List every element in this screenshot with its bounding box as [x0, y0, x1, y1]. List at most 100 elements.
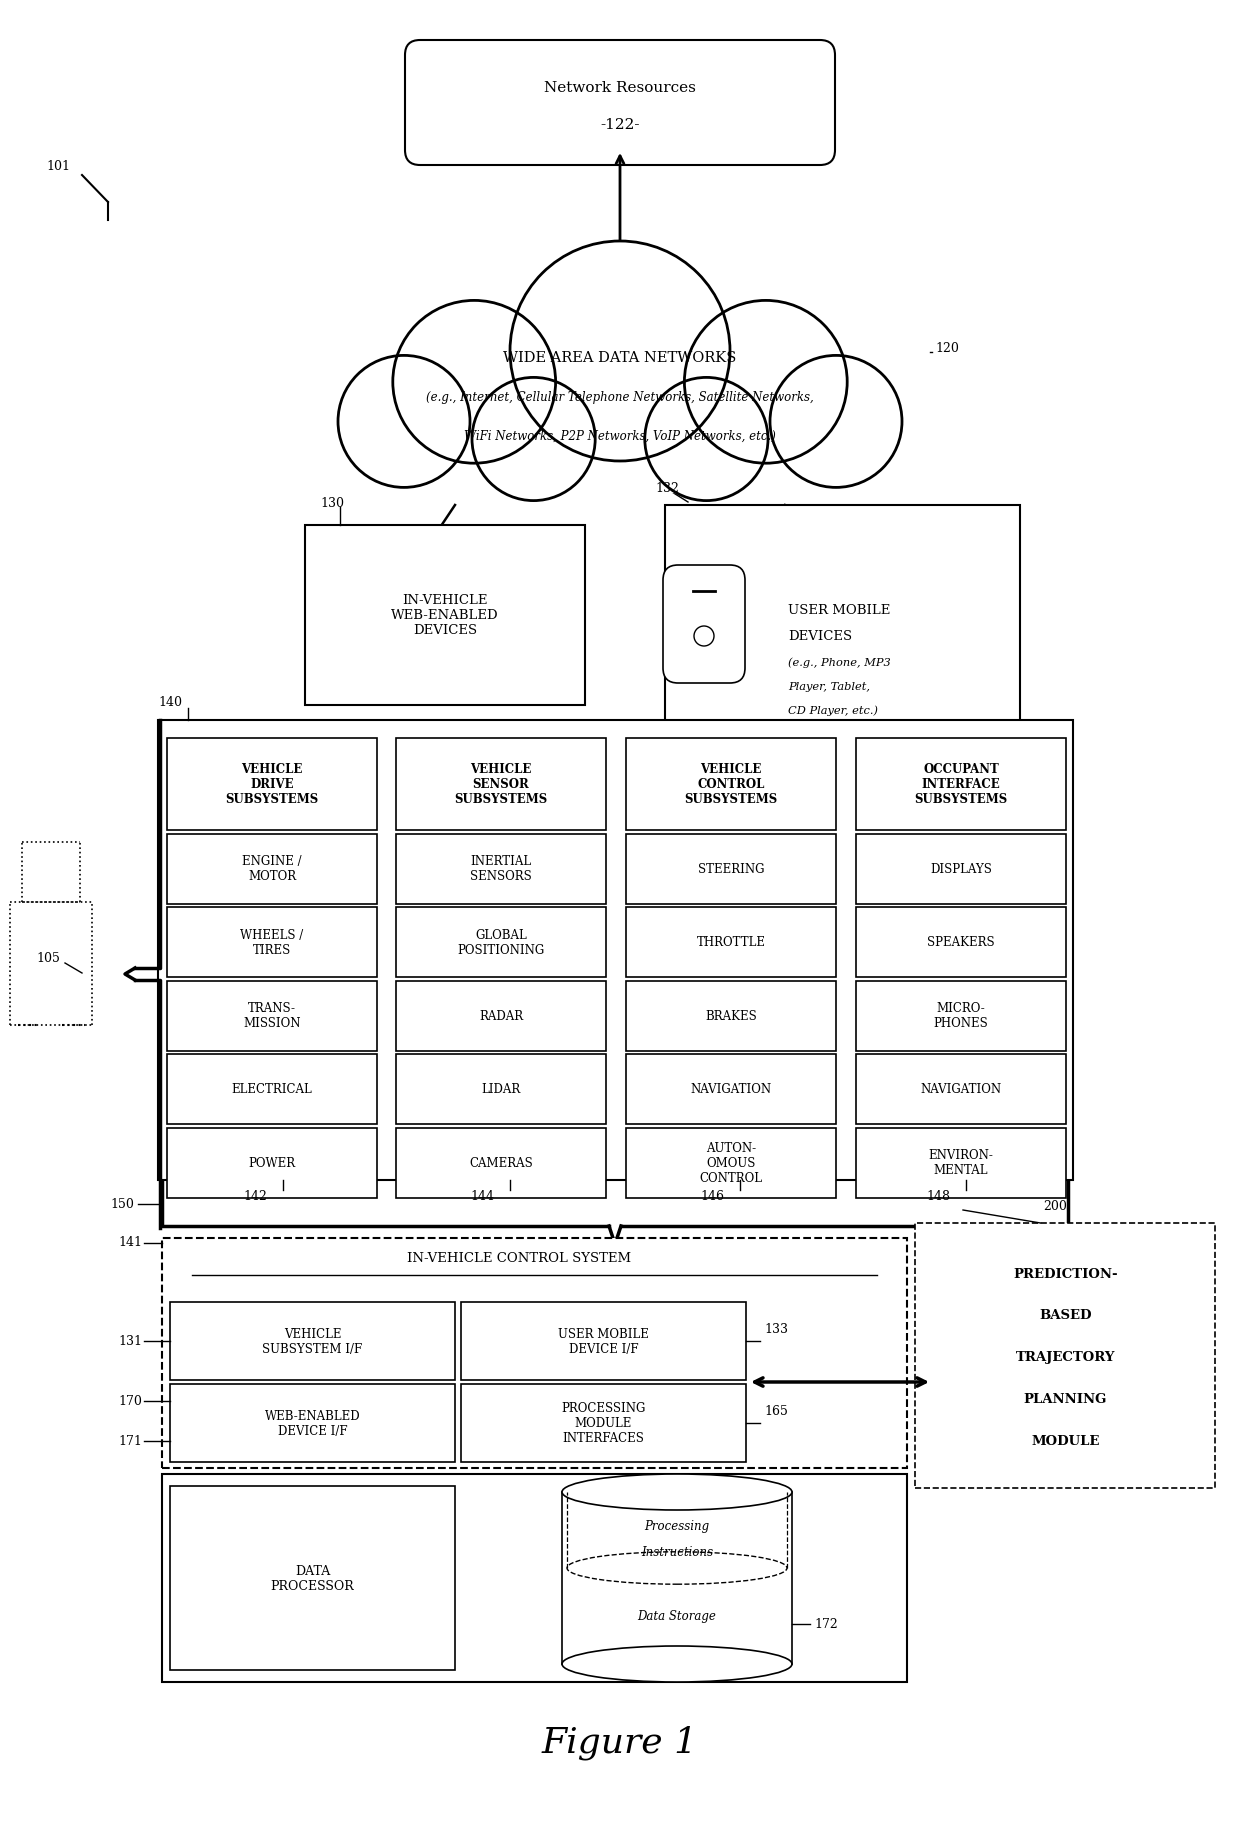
Text: WIDE AREA DATA NETWORKS: WIDE AREA DATA NETWORKS [503, 351, 737, 364]
Text: DISPLAYS: DISPLAYS [930, 862, 992, 875]
Text: WHEELS /
TIRES: WHEELS / TIRES [241, 928, 304, 957]
Text: BASED: BASED [1039, 1308, 1091, 1321]
Circle shape [339, 357, 470, 489]
Bar [167, 908, 377, 977]
Bar [562, 1491, 792, 1663]
Text: 105: 105 [36, 952, 60, 964]
Text: INERTIAL
SENSORS: INERTIAL SENSORS [470, 855, 532, 884]
Text: MODULE: MODULE [1032, 1435, 1100, 1448]
Text: 150: 150 [110, 1199, 134, 1211]
Text: IN-VEHICLE
WEB-ENABLED
DEVICES: IN-VEHICLE WEB-ENABLED DEVICES [391, 595, 498, 637]
Bar [396, 834, 606, 904]
Bar [937, 1235, 1193, 1475]
Bar [396, 1127, 606, 1199]
Text: THROTTLE: THROTTLE [697, 935, 765, 950]
Text: CAMERAS: CAMERAS [469, 1157, 533, 1169]
Text: POWER: POWER [248, 1157, 295, 1169]
Text: ELECTRICAL: ELECTRICAL [232, 1083, 312, 1096]
Circle shape [472, 379, 595, 501]
Text: VEHICLE
DRIVE
SUBSYSTEMS: VEHICLE DRIVE SUBSYSTEMS [226, 763, 319, 805]
Text: USER MOBILE
DEVICE I/F: USER MOBILE DEVICE I/F [558, 1327, 649, 1356]
Bar [167, 981, 377, 1050]
Text: 171: 171 [118, 1435, 143, 1448]
Bar [170, 1303, 455, 1380]
FancyBboxPatch shape [405, 40, 835, 167]
Text: WEB-ENABLED
DEVICE I/F: WEB-ENABLED DEVICE I/F [264, 1409, 361, 1437]
Bar [167, 1127, 377, 1199]
Text: Player, Tablet,: Player, Tablet, [787, 681, 870, 692]
Text: NAVIGATION: NAVIGATION [691, 1083, 771, 1096]
Text: DATA
PROCESSOR: DATA PROCESSOR [270, 1565, 355, 1592]
Text: 130: 130 [320, 498, 343, 511]
Text: TRANS-
MISSION: TRANS- MISSION [243, 1003, 301, 1030]
Bar [626, 739, 836, 831]
Text: Instructions: Instructions [641, 1546, 713, 1559]
Bar [162, 1239, 906, 1468]
Bar [665, 505, 1021, 727]
Circle shape [393, 302, 556, 465]
Bar [856, 739, 1066, 831]
Bar [626, 981, 836, 1050]
Bar [915, 1222, 1215, 1488]
Text: CD Player, etc.): CD Player, etc.) [787, 705, 878, 716]
Text: 142: 142 [243, 1190, 267, 1202]
Bar [626, 834, 836, 904]
Bar [157, 721, 1073, 1180]
Circle shape [770, 357, 901, 489]
Text: SPEAKERS: SPEAKERS [928, 935, 994, 950]
Ellipse shape [567, 1552, 787, 1585]
Text: 170: 170 [118, 1394, 143, 1407]
Text: 140: 140 [157, 695, 182, 708]
Text: ENVIRON-
MENTAL: ENVIRON- MENTAL [929, 1149, 993, 1177]
Bar [382, 339, 858, 492]
Text: RADAR: RADAR [479, 1010, 523, 1023]
Text: 200: 200 [1044, 1199, 1068, 1211]
Text: 120: 120 [935, 342, 959, 355]
Text: 172: 172 [813, 1618, 838, 1631]
Text: 165: 165 [764, 1405, 787, 1418]
Bar [856, 1054, 1066, 1124]
Bar [170, 1383, 455, 1462]
Ellipse shape [562, 1647, 792, 1682]
Text: LIDAR: LIDAR [481, 1083, 521, 1096]
Bar [856, 834, 1066, 904]
Bar [170, 1486, 455, 1671]
Text: 131: 131 [118, 1334, 143, 1347]
Text: -122-: -122- [600, 119, 640, 132]
Ellipse shape [562, 1475, 792, 1510]
Circle shape [510, 242, 730, 461]
Bar [626, 908, 836, 977]
Bar [396, 981, 606, 1050]
Text: BRAKES: BRAKES [706, 1010, 756, 1023]
Text: 148: 148 [926, 1190, 950, 1202]
Bar [626, 1127, 836, 1199]
Bar [162, 1475, 906, 1682]
Text: STEERING: STEERING [698, 862, 764, 875]
Text: ENGINE /
MOTOR: ENGINE / MOTOR [242, 855, 301, 884]
Text: VEHICLE
SUBSYSTEM I/F: VEHICLE SUBSYSTEM I/F [263, 1327, 362, 1356]
Bar [396, 1054, 606, 1124]
Circle shape [645, 379, 768, 501]
Text: OCCUPANT
INTERFACE
SUBSYSTEMS: OCCUPANT INTERFACE SUBSYSTEMS [914, 763, 1008, 805]
Text: USER MOBILE: USER MOBILE [787, 604, 890, 617]
Bar [396, 739, 606, 831]
Text: Data Storage: Data Storage [637, 1610, 717, 1623]
Text: VEHICLE
SENSOR
SUBSYSTEMS: VEHICLE SENSOR SUBSYSTEMS [454, 763, 548, 805]
Bar [167, 834, 377, 904]
Text: GLOBAL
POSITIONING: GLOBAL POSITIONING [458, 928, 544, 957]
Text: Figure 1: Figure 1 [542, 1726, 698, 1759]
Bar [626, 1054, 836, 1124]
FancyBboxPatch shape [663, 565, 745, 684]
Text: (e.g., Internet, Cellular Telephone Networks, Satellite Networks,: (e.g., Internet, Cellular Telephone Netw… [427, 392, 813, 404]
Text: WiFi Networks, P2P Networks, VoIP Networks, etc.): WiFi Networks, P2P Networks, VoIP Networ… [464, 430, 776, 443]
Text: TRAJECTORY: TRAJECTORY [1016, 1351, 1115, 1363]
Circle shape [684, 302, 847, 465]
Text: PREDICTION-: PREDICTION- [1013, 1266, 1117, 1279]
Text: Network Resources: Network Resources [544, 82, 696, 95]
Bar [856, 908, 1066, 977]
Text: DEVICES: DEVICES [787, 630, 852, 642]
Bar [305, 525, 585, 706]
Text: IN-VEHICLE CONTROL SYSTEM: IN-VEHICLE CONTROL SYSTEM [408, 1252, 631, 1265]
Text: AUTON-
OMOUS
CONTROL: AUTON- OMOUS CONTROL [699, 1142, 763, 1184]
Text: 141: 141 [118, 1235, 143, 1248]
